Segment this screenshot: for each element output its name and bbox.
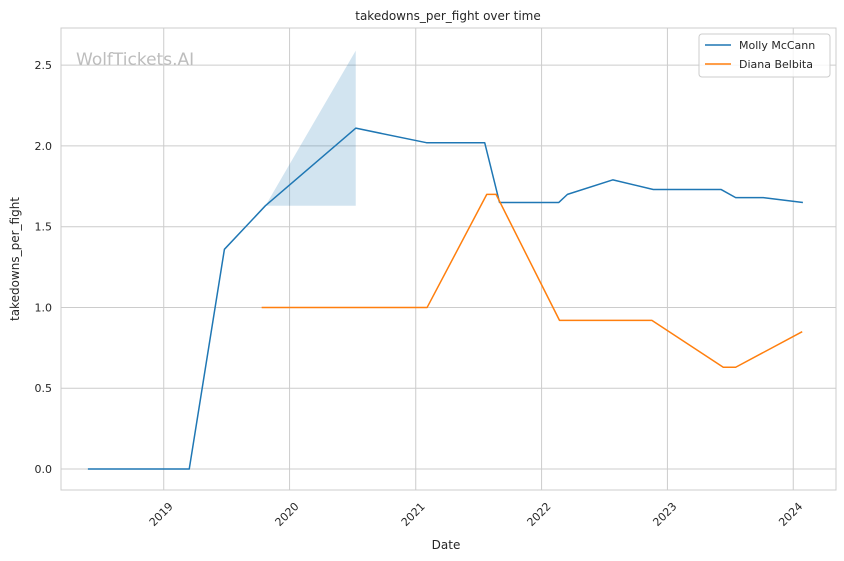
confidence-bands: [265, 50, 356, 206]
legend-box: [698, 33, 831, 78]
legend-label-molly-mccann: Molly McCann: [739, 39, 815, 52]
series-line-molly-mccann: [87, 127, 803, 470]
band-molly-mccann: [265, 50, 356, 206]
chart-title: takedowns_per_fight over time: [355, 9, 541, 23]
legend: Molly McCann Diana Belbita: [698, 33, 831, 78]
y-tick-label: 2.5: [35, 59, 53, 72]
series-line-diana-belbita: [261, 193, 803, 368]
grid-lines: [61, 28, 836, 490]
plot-area: [60, 27, 837, 491]
y-tick-label: 1.0: [35, 301, 53, 314]
legend-label-diana-belbita: Diana Belbita: [739, 58, 813, 71]
y-tick-label: 2.0: [35, 140, 53, 153]
watermark: WolfTickets.AI: [76, 50, 194, 70]
y-tick-label: 0.5: [35, 382, 53, 395]
series-lines: [87, 127, 803, 470]
y-axis-label: takedowns_per_fight: [8, 197, 22, 321]
y-axis-ticks: 0.0 0.5 1.0 1.5 2.0 2.5: [35, 59, 53, 476]
y-tick-label: 0.0: [35, 463, 53, 476]
y-tick-label: 1.5: [35, 221, 53, 234]
x-axis-label: Date: [432, 538, 461, 552]
